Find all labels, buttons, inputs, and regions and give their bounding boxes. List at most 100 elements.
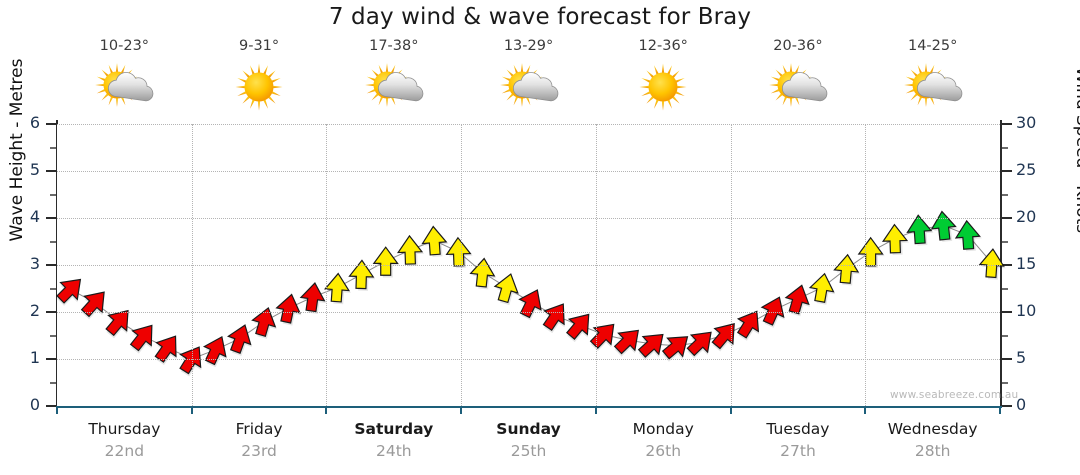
day-temperature-range: 9-31°	[238, 38, 280, 54]
bottom-axis-tick	[594, 407, 597, 414]
bottom-axis-tick	[325, 407, 328, 414]
wind-arrow-series	[56, 210, 1006, 377]
wind-direction-arrow	[566, 313, 590, 343]
trend-line	[70, 224, 993, 360]
left-axis-minor-tick	[50, 193, 57, 196]
day-name: Tuesday	[766, 420, 830, 438]
partly-cloudy-icon	[492, 58, 566, 116]
right-axis-tick	[1001, 170, 1012, 172]
day-date: 25th	[510, 442, 547, 460]
partly-cloudy-icon	[896, 58, 970, 116]
wind-direction-arrow	[154, 335, 177, 366]
wind-direction-arrow	[421, 225, 449, 257]
day-header-monday: 12-36°	[596, 36, 731, 124]
day-boundary-gridline	[461, 124, 463, 406]
right-axis-tick-label: 15	[1016, 254, 1037, 273]
wind-direction-arrow	[808, 272, 836, 305]
wind-direction-arrow	[129, 324, 153, 354]
left-axis-tick	[46, 311, 57, 313]
right-axis-tick-label: 10	[1016, 301, 1037, 320]
day-name: Wednesday	[887, 420, 978, 438]
partly-cloudy-icon	[357, 58, 431, 116]
wind-direction-arrow	[445, 236, 473, 269]
day-temperature-range: 17-38°	[369, 38, 419, 54]
day-header-strip: 10-23° 9-31°	[57, 36, 1000, 124]
day-footer-monday: Monday 26th	[596, 418, 731, 473]
wind-direction-arrow	[251, 306, 277, 339]
left-axis-tick	[46, 358, 57, 360]
wind-direction-arrow	[518, 289, 542, 321]
day-temperature-range: 13-29°	[503, 38, 554, 54]
day-date: 28th	[914, 442, 951, 460]
day-header-tuesday: 20-36°	[731, 36, 866, 124]
bottom-axis-tick	[190, 407, 193, 414]
horizontal-gridline	[57, 124, 1000, 125]
left-axis-tick	[46, 405, 57, 407]
day-name: Friday	[235, 420, 283, 438]
right-axis-tick	[1001, 264, 1012, 266]
wind-direction-arrow	[179, 346, 202, 377]
day-name: Saturday	[354, 420, 434, 438]
wind-direction-arrow	[906, 214, 934, 246]
right-axis-tick	[1001, 358, 1012, 360]
wind-direction-arrow	[833, 253, 861, 286]
left-axis-tick-label: 4	[29, 207, 40, 226]
day-footer-sunday: Sunday 25th	[461, 418, 596, 473]
left-axis-minor-tick	[50, 240, 57, 243]
day-temperature-range: 20-36°	[773, 38, 823, 54]
y-axis-title-right: Wind Speed - Knots	[1072, 66, 1080, 234]
wind-direction-arrow	[299, 282, 327, 314]
left-axis-tick	[46, 123, 57, 125]
right-axis-tick-label: 30	[1016, 113, 1037, 132]
day-footer-saturday: Saturday 24th	[326, 418, 461, 473]
day-footer-strip: Thursday 22nd Friday 23rd Saturday 24th Sunday…	[57, 418, 1000, 473]
day-temperature-range: 10-23°	[99, 38, 150, 54]
right-axis-tick	[1001, 311, 1012, 313]
left-axis-tick-label: 3	[29, 254, 40, 273]
bottom-axis-tick	[460, 407, 463, 414]
watermark: www.seabreeze.com.au	[890, 389, 1019, 401]
left-axis-tick	[46, 170, 57, 172]
wind-direction-arrow	[857, 236, 885, 269]
day-date: 23rd	[241, 442, 277, 460]
wind-direction-arrow	[881, 223, 910, 255]
day-boundary-gridline	[595, 124, 597, 406]
right-axis-tick-label: 25	[1016, 160, 1037, 179]
day-boundary-gridline	[730, 124, 732, 406]
day-temperature-range: 12-36°	[638, 38, 688, 54]
day-name: Monday	[632, 420, 694, 438]
day-date: 26th	[645, 442, 682, 460]
wind-direction-arrow	[637, 333, 664, 361]
wind-direction-arrow	[954, 219, 982, 252]
day-name: Sunday	[496, 420, 561, 438]
wind-direction-arrow	[736, 310, 760, 341]
bottom-axis-tick	[999, 407, 1001, 414]
horizontal-gridline	[57, 312, 1000, 313]
left-axis-minor-tick	[50, 381, 57, 384]
left-axis-tick-label: 0	[29, 395, 40, 414]
wind-direction-arrow	[80, 291, 105, 320]
right-axis-tick	[1001, 405, 1012, 407]
left-axis-tick	[46, 217, 57, 219]
horizontal-gridline	[57, 359, 1000, 360]
partly-cloudy-icon	[761, 58, 835, 116]
wind-direction-arrow	[348, 259, 376, 291]
right-axis-minor-tick	[1001, 146, 1008, 149]
day-header-sunday: 13-29°	[461, 36, 596, 124]
day-header-thursday: 10-23°	[57, 36, 192, 124]
left-axis-tick	[46, 264, 57, 266]
day-boundary-gridline	[865, 124, 867, 406]
wind-direction-arrow	[711, 323, 735, 352]
right-axis-minor-tick	[1001, 287, 1008, 290]
day-footer-tuesday: Tuesday 27th	[731, 418, 866, 473]
right-axis-tick-label: 5	[1016, 348, 1027, 367]
day-date: 27th	[780, 442, 816, 460]
left-axis-tick-label: 2	[29, 301, 40, 320]
right-axis-tick-label: 20	[1016, 207, 1037, 226]
bottom-axis-tick	[864, 407, 867, 414]
right-axis-minor-tick	[1001, 193, 1008, 196]
day-boundary-gridline	[326, 124, 328, 406]
wind-direction-arrow	[323, 272, 351, 305]
day-footer-wednesday: Wednesday 28th	[865, 418, 1000, 473]
bottom-axis-tick	[729, 407, 732, 414]
